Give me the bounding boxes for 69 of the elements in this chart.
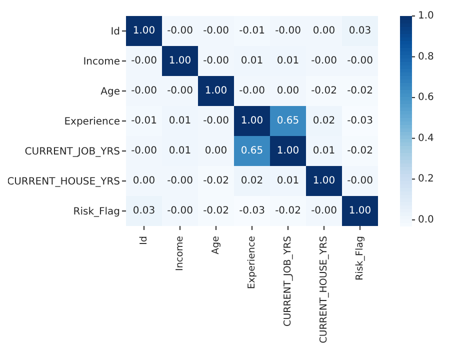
data-label: 1.00	[348, 206, 372, 216]
data-label: -0.00	[131, 86, 157, 96]
data-label: -0.00	[203, 56, 229, 66]
data-label: -0.00	[131, 146, 157, 156]
data-label: 1.00	[240, 116, 264, 126]
data-label: -0.02	[275, 206, 301, 216]
data-label: 0.01	[276, 56, 300, 66]
data-label: -0.02	[347, 146, 373, 156]
color-bar-label: 0.6	[418, 92, 434, 104]
data-label: 0.01	[168, 116, 192, 126]
data-label: 0.00	[276, 86, 300, 96]
data-label: 1.00	[204, 86, 228, 96]
x-tick-label: CURRENT_HOUSE_YRS	[318, 236, 330, 344]
data-label: -0.00	[167, 176, 193, 186]
data-label: -0.00	[311, 206, 337, 216]
data-label: -0.01	[239, 26, 265, 36]
data-label: 0.00	[204, 146, 228, 156]
y-tick-label: Id	[110, 26, 120, 38]
y-tick-label: Income	[83, 56, 120, 68]
y-tick-label: CURRENT_JOB_YRS	[24, 146, 120, 158]
data-label: -0.00	[167, 206, 193, 216]
data-label: 0.01	[312, 146, 336, 156]
data-label: -0.00	[311, 56, 337, 66]
x-tick-label: Age	[210, 236, 222, 254]
data-label: 0.01	[168, 146, 192, 156]
y-tick-label: CURRENT_HOUSE_YRS	[7, 176, 120, 188]
data-label: 0.65	[276, 116, 300, 126]
x-tick-label: Risk_Flag	[354, 236, 366, 280]
color-bar-label: 0.0	[418, 214, 434, 226]
color-bar-label: 0.2	[418, 174, 434, 185]
y-tick-label: Experience	[64, 116, 120, 128]
data-label: -0.00	[167, 26, 193, 36]
x-tick-label: Experience	[246, 236, 258, 289]
data-label: -0.00	[239, 86, 265, 96]
data-label: -0.02	[347, 86, 373, 96]
data-label: 0.03	[132, 206, 156, 216]
x-tick-label: Income	[174, 236, 186, 271]
data-label: 1.00	[276, 146, 300, 156]
data-label: 1.00	[168, 56, 192, 66]
data-label: 0.65	[240, 146, 264, 156]
data-label: -0.03	[347, 116, 373, 126]
data-label: 0.01	[240, 56, 264, 66]
data-label: -0.02	[203, 206, 229, 216]
data-label: -0.00	[275, 26, 301, 36]
y-tick-label: Risk_Flag	[73, 206, 120, 218]
data-label: 0.02	[312, 116, 336, 126]
data-label: 1.00	[132, 26, 156, 36]
color-bar-label: 0.4	[418, 132, 434, 144]
data-label: 0.03	[348, 26, 372, 36]
y-tick-label: Age	[100, 86, 120, 98]
data-label: -0.00	[203, 116, 229, 126]
data-label: 0.00	[312, 26, 336, 36]
x-tick-label: CURRENT_JOB_YRS	[282, 236, 294, 326]
data-label: -0.00	[347, 56, 373, 66]
data-label: -0.01	[131, 116, 157, 126]
data-label: 0.02	[240, 176, 264, 186]
color-bar-label: 0.8	[418, 51, 434, 62]
data-label: -0.00	[203, 26, 229, 36]
data-label: -0.00	[167, 86, 193, 96]
data-label: -0.00	[131, 56, 157, 66]
data-label: -0.02	[311, 86, 337, 96]
data-label: 0.00	[132, 176, 156, 186]
data-label: -0.03	[239, 206, 265, 216]
data-label: -0.02	[203, 176, 229, 186]
data-label: 1.00	[312, 176, 336, 186]
data-label: 0.01	[276, 176, 300, 186]
x-tick-label: Id	[138, 236, 150, 245]
color-bar-label: 1.0	[418, 10, 434, 22]
data-label: -0.00	[347, 176, 373, 186]
